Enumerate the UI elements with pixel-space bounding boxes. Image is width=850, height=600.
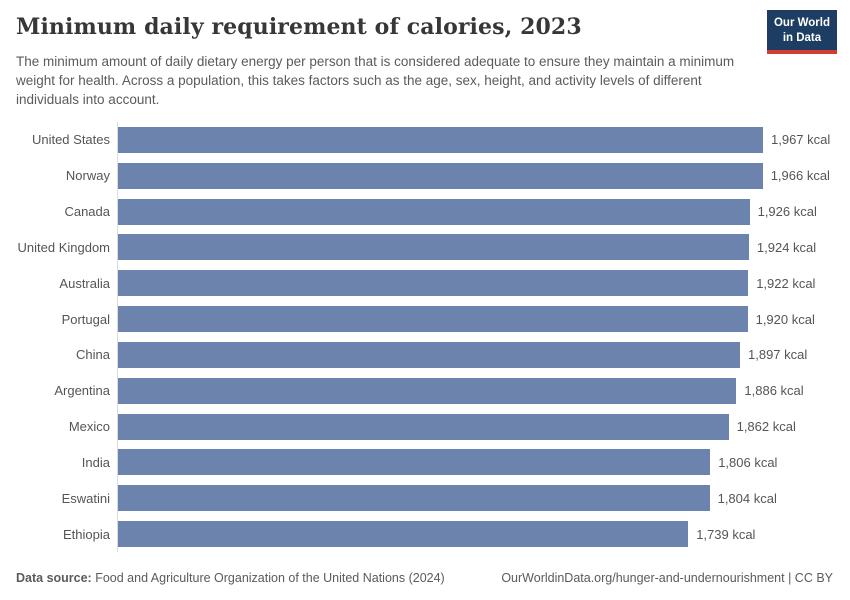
footer-right: OurWorldinData.org/hunger-and-undernouri… bbox=[501, 571, 833, 585]
data-source-value: Food and Agriculture Organization of the… bbox=[91, 571, 445, 585]
bar-track: 1,967 kcal bbox=[117, 122, 850, 158]
category-label: Portugal bbox=[61, 311, 110, 327]
bar[interactable] bbox=[118, 449, 711, 476]
bar-row: Portugal 1,920 kcal bbox=[0, 301, 850, 337]
owid-logo[interactable]: Our World in Data bbox=[766, 10, 837, 54]
bar-track: 1,926 kcal bbox=[117, 193, 850, 230]
category-label: Ethiopia bbox=[63, 526, 110, 542]
bar-row: China 1,897 kcal bbox=[0, 336, 850, 373]
license-badge: CC BY bbox=[794, 571, 833, 585]
category-label: Australia bbox=[59, 275, 110, 291]
bar-track: 1,924 kcal bbox=[117, 229, 850, 266]
value-label: 1,966 kcal bbox=[770, 168, 830, 184]
bar-row: Canada 1,926 kcal bbox=[0, 193, 850, 230]
value-label: 1,804 kcal bbox=[717, 490, 777, 506]
bar-track: 1,804 kcal bbox=[117, 480, 850, 517]
bar-row: United States 1,967 kcal bbox=[0, 122, 850, 158]
bar-row: Australia 1,922 kcal bbox=[0, 265, 850, 302]
bar[interactable] bbox=[118, 162, 763, 189]
category-label: Mexico bbox=[68, 419, 110, 435]
bar-track: 1,920 kcal bbox=[117, 301, 850, 337]
bar-track: 1,922 kcal bbox=[117, 265, 850, 302]
bar[interactable] bbox=[118, 341, 740, 368]
category-label: United Kingdom bbox=[17, 239, 111, 255]
bar-track: 1,966 kcal bbox=[117, 157, 850, 194]
owid-logo-line2: in Data bbox=[782, 31, 822, 44]
bar-track: 1,806 kcal bbox=[117, 444, 850, 481]
bar-track: 1,886 kcal bbox=[117, 372, 850, 409]
bar-row: Norway 1,966 kcal bbox=[0, 157, 850, 194]
data-source-label: Data source: bbox=[16, 571, 92, 585]
category-label: Canada bbox=[64, 204, 110, 220]
chart-subtitle: The minimum amount of daily dietary ener… bbox=[16, 54, 735, 107]
category-label: United States bbox=[31, 132, 110, 148]
chart-url-link[interactable]: OurWorldinData.org/hunger-and-undernouri… bbox=[501, 571, 785, 585]
value-label: 1,920 kcal bbox=[755, 311, 815, 327]
value-label: 1,862 kcal bbox=[736, 419, 796, 435]
category-label: India bbox=[81, 454, 110, 470]
bar[interactable] bbox=[118, 198, 750, 225]
chart-footer: Data source: Food and Agriculture Organi… bbox=[16, 571, 833, 585]
bar-row: India 1,806 kcal bbox=[0, 444, 850, 481]
bar[interactable] bbox=[118, 126, 763, 153]
category-label: Eswatini bbox=[61, 490, 110, 506]
value-label: 1,926 kcal bbox=[757, 204, 817, 220]
bar-row: Argentina 1,886 kcal bbox=[0, 372, 850, 409]
bar[interactable] bbox=[118, 234, 749, 261]
category-label: Argentina bbox=[54, 383, 110, 399]
bar[interactable] bbox=[118, 485, 710, 512]
bar[interactable] bbox=[118, 377, 737, 404]
bar[interactable] bbox=[118, 270, 749, 297]
value-label: 1,922 kcal bbox=[756, 275, 816, 291]
bar-row: Ethiopia 1,739 kcal bbox=[0, 516, 850, 552]
bar[interactable] bbox=[118, 306, 748, 333]
bar-row: United Kingdom 1,924 kcal bbox=[0, 229, 850, 266]
value-label: 1,806 kcal bbox=[718, 454, 778, 470]
bar-row: Mexico 1,862 kcal bbox=[0, 408, 850, 445]
data-source-note: Data source: Food and Agriculture Organi… bbox=[16, 571, 445, 585]
bar[interactable] bbox=[118, 521, 689, 548]
value-label: 1,967 kcal bbox=[771, 132, 831, 148]
value-label: 1,897 kcal bbox=[748, 347, 808, 363]
bar-track: 1,739 kcal bbox=[117, 516, 850, 552]
category-label: Norway bbox=[65, 168, 110, 184]
bar-row: Eswatini 1,804 kcal bbox=[0, 480, 850, 517]
value-label: 1,886 kcal bbox=[744, 383, 804, 399]
footer-separator: | bbox=[784, 571, 795, 585]
value-label: 1,924 kcal bbox=[756, 239, 817, 255]
value-label: 1,739 kcal bbox=[696, 526, 756, 542]
category-label: China bbox=[76, 347, 110, 363]
chart-title: Minimum daily requirement of calories, 2… bbox=[16, 14, 582, 40]
bar-track: 1,862 kcal bbox=[117, 408, 850, 445]
bar-track: 1,897 kcal bbox=[117, 336, 850, 373]
bar[interactable] bbox=[118, 413, 729, 440]
bar-chart: United States 1,967 kcal Norway 1,966 kcal C… bbox=[0, 122, 850, 552]
owid-logo-line1: Our World bbox=[773, 17, 830, 29]
